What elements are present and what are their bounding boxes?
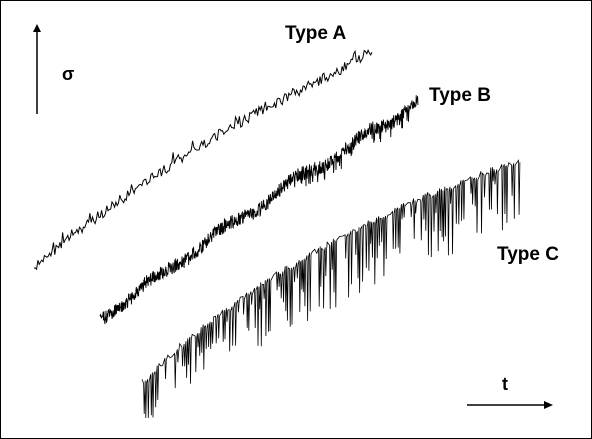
y-axis-symbol: σ xyxy=(62,64,74,84)
series-type-a-line xyxy=(33,49,373,271)
series-type-c-label: Type C xyxy=(497,244,559,265)
series-type-b-label: Type B xyxy=(429,85,491,106)
x-axis-arrow xyxy=(467,401,553,409)
x-axis-symbol: t xyxy=(502,374,508,394)
series-type-c-line xyxy=(141,159,521,419)
series-type-b-line xyxy=(99,95,419,325)
series-type-a-label: Type A xyxy=(285,23,347,44)
y-axis-arrow xyxy=(33,24,41,114)
